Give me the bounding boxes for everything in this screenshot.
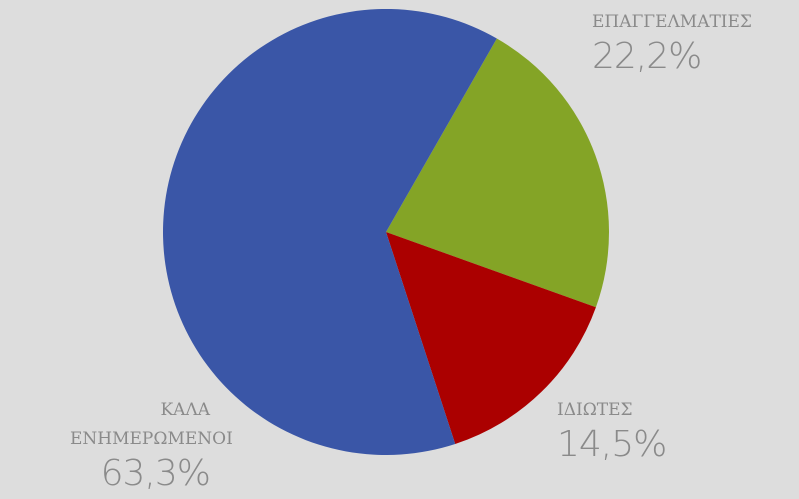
category-label: ΚΑΛΑ ΕΝΗΜΕΡΩΜΕΝΟΙ [70, 400, 233, 449]
pie-slice [386, 232, 596, 444]
pie-slice [386, 38, 610, 308]
value-label: 14,5% [557, 424, 667, 465]
pie-slice [163, 9, 497, 455]
category-label: ΙΔΙΩΤΕΣ [557, 400, 633, 420]
slice-label: ΙΔΙΩΤΕΣ 14,5% [557, 396, 667, 465]
value-label: 22,2% [592, 36, 702, 77]
slice-label: ΕΠΑΓΓΕΛΜΑΤΙΕΣ 22,2% [592, 8, 752, 77]
category-label: ΕΠΑΓΓΕΛΜΑΤΙΕΣ [592, 12, 752, 32]
value-label: 63,3% [100, 453, 211, 494]
slice-label: ΚΑΛΑ ΕΝΗΜΕΡΩΜΕΝΟΙ 63,3% [10, 396, 233, 494]
